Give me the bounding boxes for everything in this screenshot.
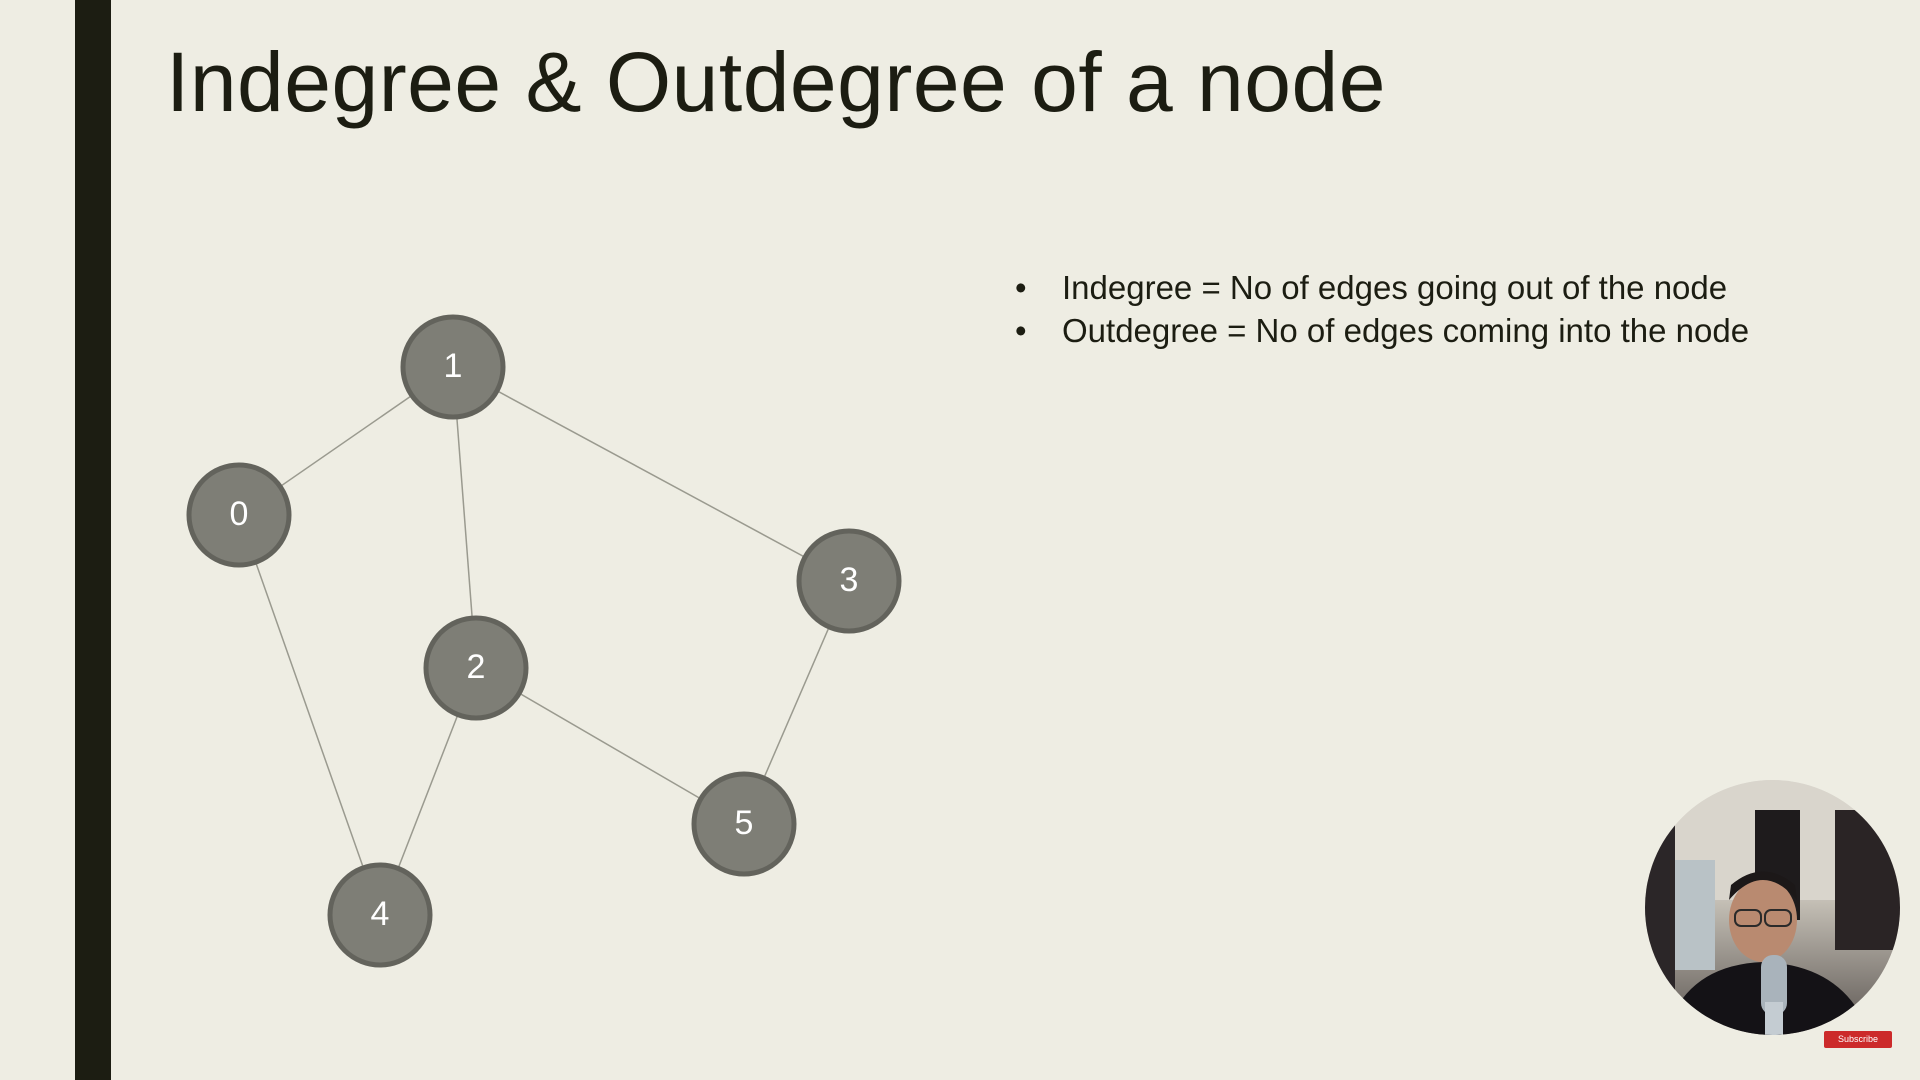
- subscribe-button[interactable]: Subscribe: [1824, 1031, 1892, 1048]
- bullet-indegree: Indegree = No of edges going out of the …: [1013, 266, 1749, 309]
- edge-0-4: [238, 514, 381, 916]
- node-label-1: 1: [444, 347, 463, 385]
- graph-node-4: 4: [327, 862, 433, 968]
- graph-node-2: 2: [423, 615, 529, 721]
- node-label-5: 5: [735, 804, 754, 842]
- graph-node-3: 3: [796, 528, 902, 634]
- presenter-webcam: [1645, 780, 1900, 1035]
- graph-node-1: 1: [400, 314, 506, 420]
- graph-node-5: 5: [691, 771, 797, 877]
- accent-bar: [75, 0, 111, 1080]
- bullet-outdegree: Outdegree = No of edges coming into the …: [1013, 309, 1749, 352]
- node-label-3: 3: [840, 561, 859, 599]
- presenter-avatar-icon: [1645, 780, 1900, 1035]
- slide-title: Indegree & Outdegree of a node: [166, 35, 1386, 129]
- bullet-list: Indegree = No of edges going out of the …: [1013, 266, 1749, 352]
- graph-nodes: 0 1 2 3 4 5: [186, 314, 902, 968]
- node-label-0: 0: [230, 495, 249, 533]
- node-label-4: 4: [371, 895, 390, 933]
- edge-1-3: [452, 366, 850, 582]
- node-label-2: 2: [467, 648, 486, 686]
- graph-node-0: 0: [186, 462, 292, 568]
